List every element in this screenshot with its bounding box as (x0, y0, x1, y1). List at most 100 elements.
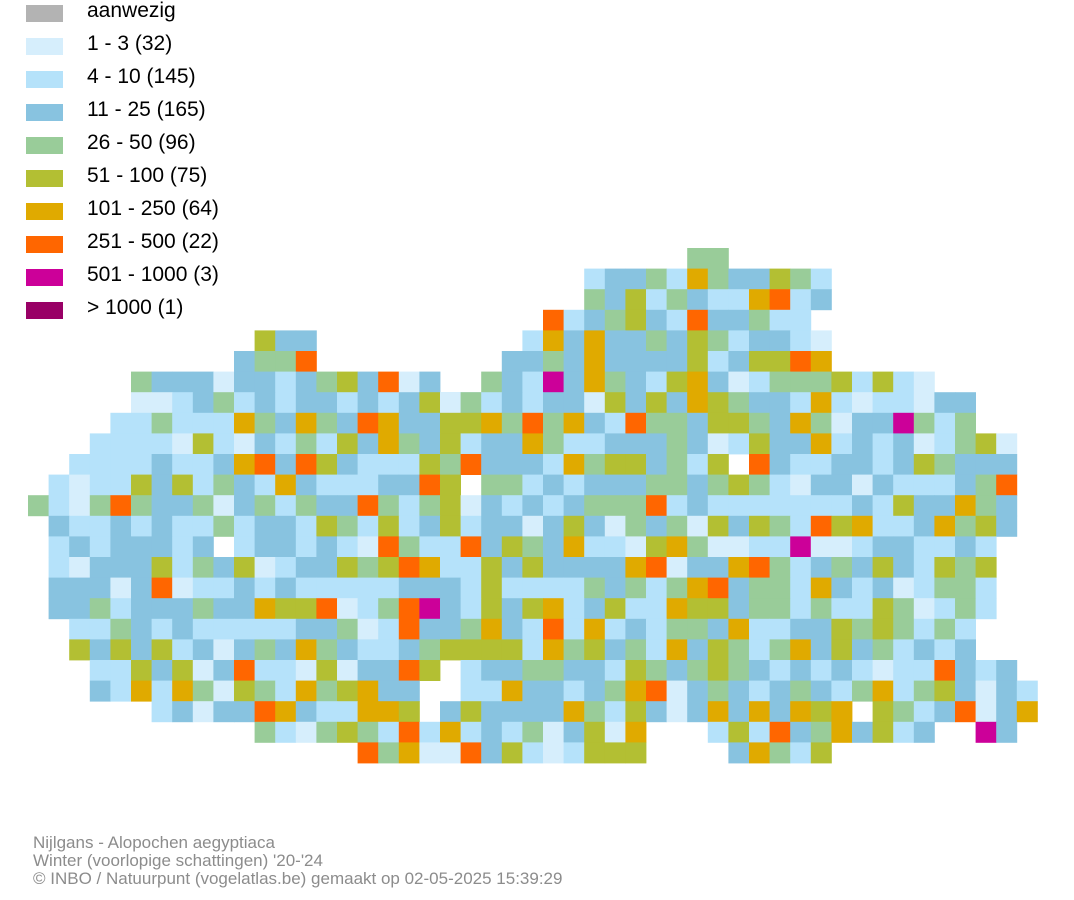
grid-cell (687, 577, 709, 599)
grid-cell (234, 351, 255, 372)
grid-cell (769, 557, 791, 578)
grid-cell (749, 474, 770, 496)
grid-cell (131, 454, 152, 475)
map-grid-cells (28, 248, 1038, 764)
grid-cell (131, 598, 152, 620)
grid-cell (460, 577, 482, 599)
grid-cell (831, 557, 853, 578)
grid-cell (790, 392, 812, 414)
grid-cell (810, 454, 832, 475)
grid-cell (563, 454, 585, 475)
grid-cell (501, 536, 523, 558)
grid-cell (151, 392, 173, 414)
grid-cell (604, 618, 626, 640)
grid-cell (378, 660, 400, 681)
grid-cell (563, 515, 585, 537)
grid-cell (419, 392, 441, 414)
grid-cell (337, 577, 358, 599)
grid-cell (460, 680, 482, 702)
grid-cell (543, 742, 564, 764)
grid-cell (625, 495, 647, 517)
grid-cell (955, 639, 976, 661)
grid-cell (1016, 701, 1038, 723)
grid-cell (996, 515, 1018, 537)
grid-cell (543, 639, 564, 661)
grid-cell (275, 454, 297, 475)
grid-cell (295, 433, 317, 455)
grid-cell (790, 557, 812, 578)
grid-cell (481, 660, 503, 681)
grid-cell (295, 515, 317, 537)
grid-cell (604, 742, 626, 764)
grid-cell (852, 660, 873, 681)
grid-cell (48, 557, 70, 578)
grid-cell (295, 660, 317, 681)
grid-cell (192, 474, 214, 496)
grid-cell (934, 660, 956, 681)
grid-cell (69, 454, 91, 475)
grid-cell (110, 577, 132, 599)
grid-cell (955, 454, 976, 475)
grid-cell (707, 701, 729, 723)
grid-cell (295, 701, 317, 723)
grid-cell (666, 330, 688, 352)
grid-cell (213, 598, 235, 620)
grid-cell (604, 515, 626, 537)
grid-cell (687, 454, 709, 475)
grid-cell (872, 371, 894, 393)
grid-cell (254, 371, 276, 393)
grid-cell (460, 392, 482, 414)
grid-cell (934, 392, 956, 414)
grid-cell (934, 701, 956, 723)
grid-cell (666, 495, 688, 517)
grid-cell (357, 639, 379, 661)
grid-cell (872, 660, 894, 681)
grid-cell (337, 618, 358, 640)
grid-cell (398, 618, 420, 640)
grid-cell (955, 412, 976, 434)
grid-cell (501, 515, 523, 537)
grid-cell (254, 392, 276, 414)
grid-cell (810, 660, 832, 681)
grid-cell (913, 701, 935, 723)
grid-cell (131, 474, 152, 496)
grid-cell (69, 557, 91, 578)
grid-cell (481, 742, 503, 764)
grid-cell (522, 392, 544, 414)
grid-cell (872, 495, 894, 517)
grid-cell (584, 412, 606, 434)
grid-cell (151, 515, 173, 537)
grid-cell (172, 598, 194, 620)
grid-cell (913, 680, 935, 702)
grid-cell (172, 557, 194, 578)
grid-cell (666, 639, 688, 661)
grid-cell (790, 721, 812, 743)
grid-cell (996, 721, 1018, 743)
grid-cell (275, 701, 297, 723)
grid-cell (378, 392, 400, 414)
grid-cell (501, 618, 523, 640)
grid-cell (604, 309, 626, 331)
grid-cell (584, 680, 606, 702)
grid-cell (872, 454, 894, 475)
legend-swatch (26, 269, 63, 286)
grid-cell (131, 412, 152, 434)
grid-cell (110, 474, 132, 496)
grid-cell (316, 495, 338, 517)
grid-cell (357, 454, 379, 475)
grid-cell (790, 701, 812, 723)
grid-cell (666, 515, 688, 537)
grid-cell (934, 577, 956, 599)
grid-cell (543, 433, 564, 455)
grid-cell (893, 495, 915, 517)
grid-cell (975, 598, 997, 620)
grid-cell (563, 742, 585, 764)
grid-cell (604, 474, 626, 496)
grid-cell (749, 577, 770, 599)
grid-cell (666, 268, 688, 290)
grid-cell (831, 515, 853, 537)
grid-cell (955, 618, 976, 640)
grid-cell (460, 721, 482, 743)
grid-cell (955, 557, 976, 578)
grid-cell (996, 495, 1018, 517)
